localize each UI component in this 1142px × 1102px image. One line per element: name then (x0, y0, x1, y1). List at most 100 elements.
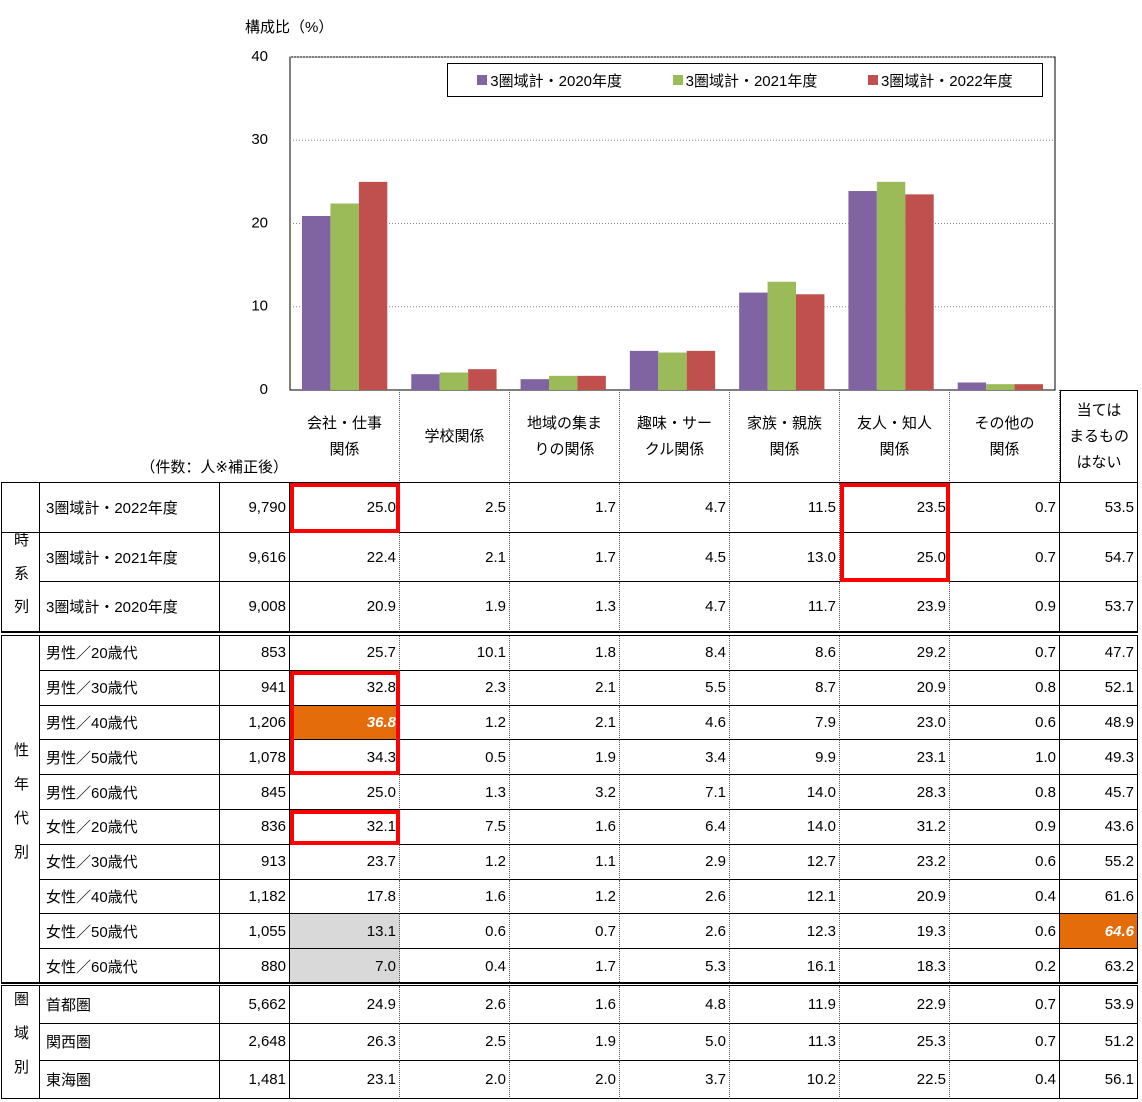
cell: 36.8 (290, 705, 400, 741)
cell: 5.5 (620, 670, 730, 706)
row-label: 男性／60歳代 (40, 775, 220, 810)
legend-label: 3圏域計・2022年度 (880, 72, 1013, 90)
cell: 11.7 (730, 582, 840, 633)
cell: 55.2 (1060, 844, 1138, 880)
bar (439, 372, 469, 390)
cell: 13.0 (730, 532, 840, 583)
bar (302, 216, 331, 390)
cell: 1,055 (220, 914, 290, 950)
row-label: 首都圏 (40, 986, 220, 1024)
cell: 845 (220, 775, 290, 810)
cell: 4.7 (620, 582, 730, 633)
cell: 2.3 (400, 670, 510, 706)
column-header: 友人・知人 関係 (840, 390, 950, 483)
cell: 0.9 (950, 810, 1060, 845)
row-label: 3圏域計・2021年度 (40, 532, 220, 583)
cell: 17.8 (290, 879, 400, 915)
y-tick-label: 40 (251, 48, 268, 65)
cell: 8.7 (730, 670, 840, 706)
y-tick-label: 0 (260, 381, 268, 398)
cell: 0.8 (950, 670, 1060, 706)
highlight-box (290, 670, 400, 776)
cell: 1.7 (510, 532, 620, 583)
highlight-box (840, 483, 950, 583)
column-header: 家族・親族 関係 (730, 390, 840, 483)
legend-item: 3圏域計・2021年度 (672, 70, 817, 91)
cell: 10.2 (730, 1061, 840, 1099)
bar (330, 203, 359, 390)
bar (1014, 384, 1043, 390)
cell: 0.7 (950, 636, 1060, 671)
cell: 3.7 (620, 1061, 730, 1099)
group-label (1, 483, 40, 533)
cell: 1.9 (400, 582, 510, 633)
cell: 9,790 (220, 483, 290, 533)
cell: 1.8 (510, 636, 620, 671)
column-header: 地域の集ま りの関係 (510, 390, 620, 483)
cell: 22.4 (290, 532, 400, 583)
cell: 11.3 (730, 1023, 840, 1061)
bar (629, 350, 659, 390)
cell: 0.6 (400, 914, 510, 950)
cell: 1.6 (510, 810, 620, 845)
cell: 23.2 (840, 844, 950, 880)
cell: 7.1 (620, 775, 730, 810)
cell: 1.9 (510, 1023, 620, 1061)
cell: 2.6 (400, 986, 510, 1024)
cell: 1,182 (220, 879, 290, 915)
cell: 0.9 (950, 582, 1060, 633)
cell: 2.9 (620, 844, 730, 880)
cell: 16.1 (730, 949, 840, 984)
cell: 53.5 (1060, 483, 1138, 533)
cell: 0.7 (510, 914, 620, 950)
cell: 7.9 (730, 705, 840, 741)
cell: 25.0 (290, 775, 400, 810)
row-label: 女性／20歳代 (40, 810, 220, 845)
legend-swatch (477, 75, 488, 85)
cell: 0.7 (950, 532, 1060, 583)
cell: 14.0 (730, 775, 840, 810)
cell: 48.9 (1060, 705, 1138, 741)
cell: 2.0 (400, 1061, 510, 1099)
cell: 12.3 (730, 914, 840, 950)
cell: 8.6 (730, 636, 840, 671)
cell: 63.2 (1060, 949, 1138, 984)
bar (848, 191, 877, 390)
legend-item: 3圏域計・2022年度 (867, 70, 1013, 91)
cell: 1.2 (400, 705, 510, 741)
cell: 0.7 (950, 986, 1060, 1024)
cell: 941 (220, 670, 290, 706)
cell: 5.0 (620, 1023, 730, 1061)
cell: 20.9 (840, 670, 950, 706)
cell: 51.2 (1060, 1023, 1138, 1061)
cell: 2.1 (400, 532, 510, 583)
cell: 1.3 (510, 582, 620, 633)
cell: 22.9 (840, 986, 950, 1024)
bar (468, 369, 497, 390)
bar (876, 181, 906, 390)
cell: 9,008 (220, 582, 290, 633)
legend-label: 3圏域計・2020年度 (490, 72, 623, 90)
top-rule (1, 482, 1138, 483)
cell: 1.7 (510, 483, 620, 533)
cell: 880 (220, 949, 290, 984)
cell: 1.1 (510, 844, 620, 880)
bar (686, 350, 716, 390)
cell: 25.3 (840, 1023, 950, 1061)
row-label: 男性／40歳代 (40, 705, 220, 741)
cell: 853 (220, 636, 290, 671)
cell: 4.5 (620, 532, 730, 583)
cell: 49.3 (1060, 740, 1138, 776)
cell: 2,648 (220, 1023, 290, 1061)
cell: 23.1 (290, 1061, 400, 1099)
cell: 20.9 (840, 879, 950, 915)
cell: 11.5 (730, 483, 840, 533)
column-header: 当ては まるもの はない (1060, 390, 1138, 483)
cell: 22.5 (840, 1061, 950, 1099)
row-label: 男性／20歳代 (40, 636, 220, 671)
cell: 1.7 (510, 949, 620, 984)
cell: 0.7 (950, 1023, 1060, 1061)
cell: 5,662 (220, 986, 290, 1024)
bar (520, 379, 549, 390)
cell: 53.7 (1060, 582, 1138, 633)
